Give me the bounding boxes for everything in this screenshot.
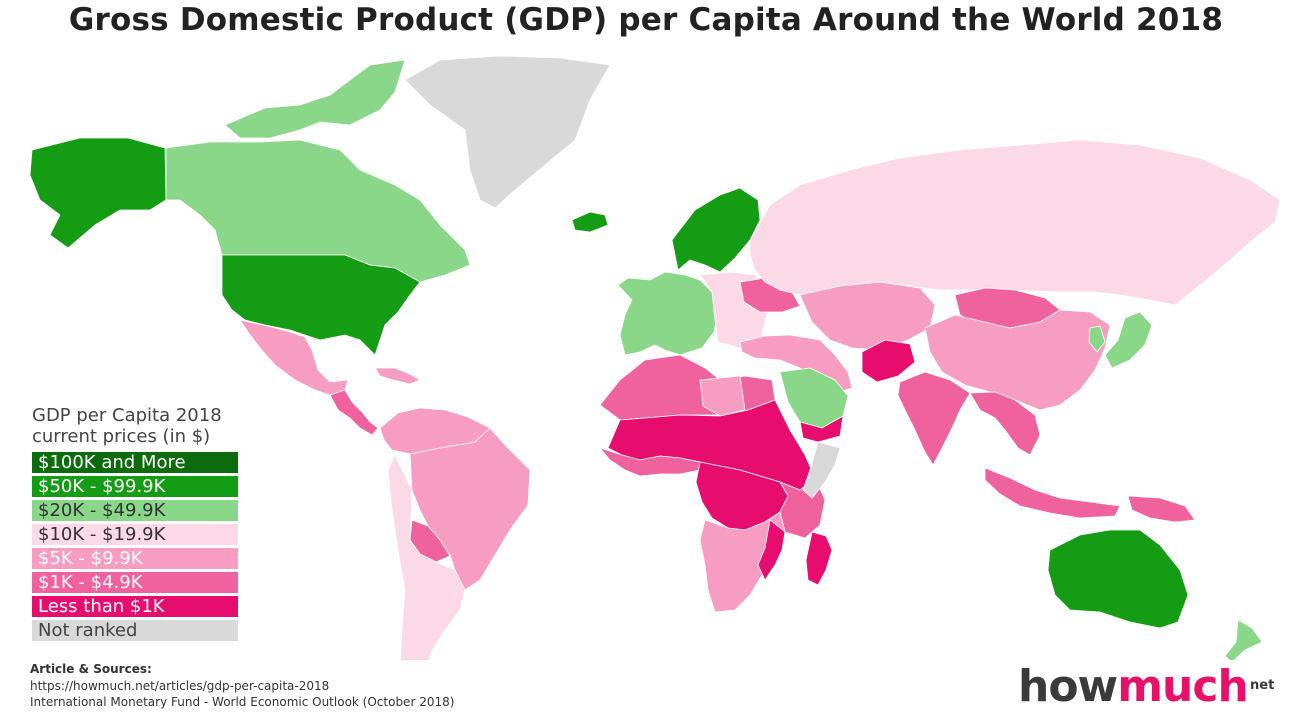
- howmuch-logo: howmuch: [1018, 661, 1249, 712]
- sources: Article & Sources: https://howmuch.net/a…: [30, 662, 454, 710]
- region-chile-and-argentina: [387, 454, 466, 660]
- legend-item-10k-19k: $10K - $19.9K: [32, 524, 238, 545]
- region-yemen: [799, 415, 844, 443]
- region-southern-africa: [699, 511, 786, 613]
- source-article-link[interactable]: https://howmuch.net/articles/gdp-per-cap…: [30, 679, 330, 693]
- legend: GDP per Capita 2018 current prices (in $…: [32, 405, 242, 644]
- region-afghanistan: [861, 339, 916, 383]
- region-madagascar: [805, 531, 833, 586]
- region-alaska-usa: [29, 137, 167, 249]
- world-map: [29, 55, 1281, 660]
- source-imf: International Monetary Fund - World Econ…: [30, 695, 455, 709]
- region-papua-new-guinea: [1127, 495, 1196, 523]
- region-japan: [1104, 311, 1153, 369]
- region-central-america: [329, 389, 379, 436]
- region-canada: [165, 139, 471, 283]
- region-canadian-arctic-islands: [224, 59, 406, 139]
- region-somalia: [802, 441, 841, 499]
- region-korea: [1088, 325, 1106, 353]
- region-central-asia: [799, 281, 936, 351]
- region-new-zealand: [1224, 619, 1263, 660]
- legend-item-less-than-1k: Less than $1K: [32, 596, 238, 617]
- legend-item-100k-and-more: $100K and More: [32, 452, 238, 473]
- region-indonesia: [984, 467, 1121, 519]
- legend-item-50k-99k: $50K - $99.9K: [32, 476, 238, 497]
- region-caribbean: [374, 367, 421, 385]
- sources-heading: Article & Sources:: [30, 662, 152, 676]
- region-australia: [1047, 529, 1189, 629]
- logo-net: net: [1250, 678, 1275, 693]
- region-greenland: [404, 55, 611, 209]
- region-mexico: [239, 319, 349, 396]
- legend-item-5k-9k: $5K - $9.9K: [32, 548, 238, 569]
- legend-title: GDP per Capita 2018 current prices (in $…: [32, 405, 242, 447]
- region-mozambique: [757, 519, 786, 581]
- legend-title-line1: GDP per Capita 2018: [32, 405, 222, 426]
- legend-item-20k-49k: $20K - $49.9K: [32, 500, 238, 521]
- region-china: [924, 309, 1111, 411]
- region-iceland: [571, 211, 609, 233]
- region-scandinavia: [671, 187, 761, 273]
- page-title: Gross Domestic Product (GDP) per Capita …: [68, 2, 1224, 38]
- logo-much: much: [1117, 661, 1249, 712]
- map-regions: [29, 55, 1281, 660]
- region-western-europe: [617, 271, 719, 356]
- legend-item-1k-4k: $1K - $4.9K: [32, 572, 238, 593]
- region-united-states: [221, 254, 421, 356]
- legend-title-line2: current prices (in $): [32, 426, 211, 447]
- region-russia: [749, 139, 1281, 306]
- region-india: [897, 371, 971, 466]
- logo-how: how: [1018, 661, 1118, 712]
- region-southeast-asia: [969, 391, 1041, 456]
- legend-item-not-ranked: Not ranked: [32, 620, 238, 641]
